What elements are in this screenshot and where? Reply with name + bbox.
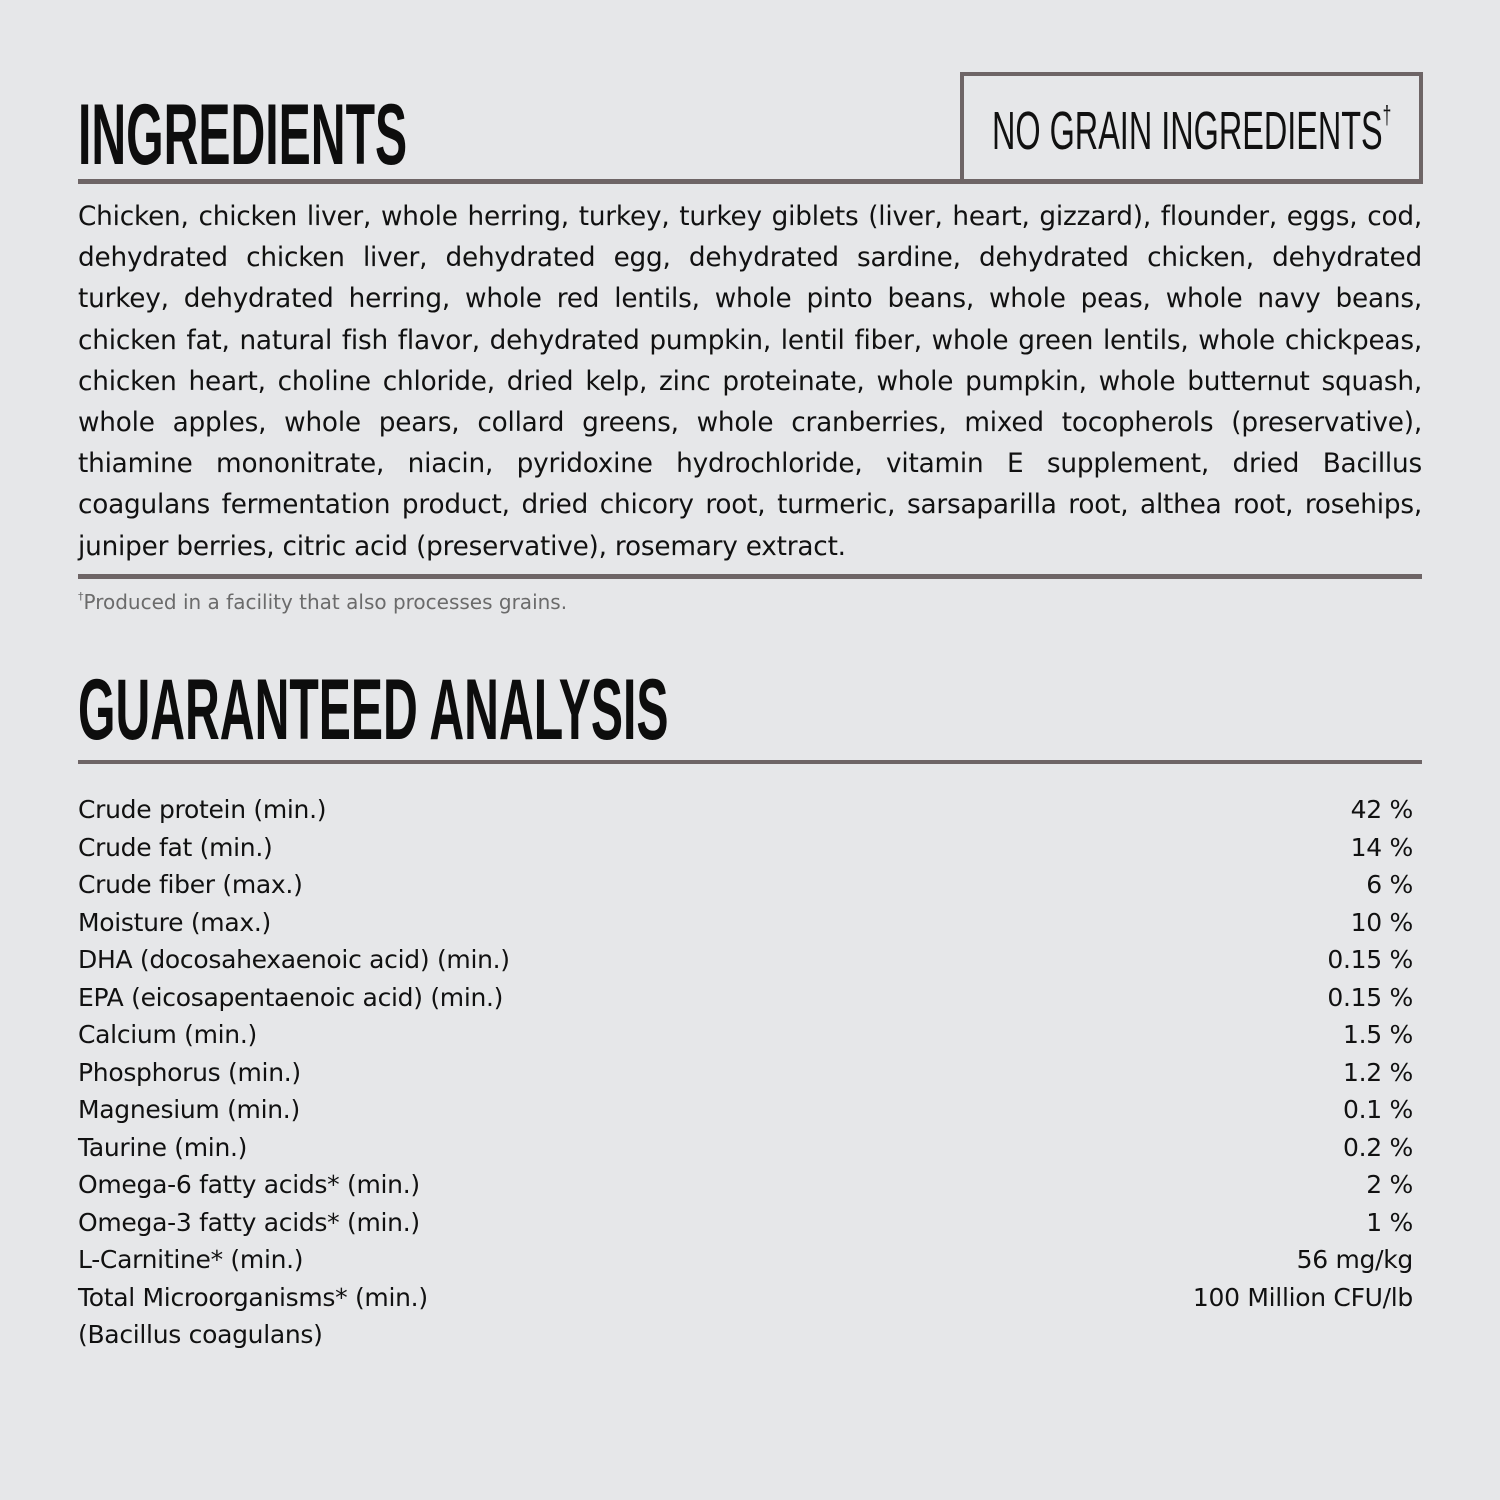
- ingredients-top-rule: [78, 179, 1423, 184]
- guaranteed-analysis-title: GUARANTEED ANALYSIS: [78, 662, 669, 758]
- analysis-row: Magnesium (min.) 0.1 %: [78, 1091, 1413, 1129]
- analysis-row: Moisture (max.) 10 %: [78, 904, 1413, 942]
- analysis-sub-label: (Bacillus coagulans): [78, 1320, 323, 1349]
- analysis-row: EPA (eicosapentaenoic acid) (min.) 0.15 %: [78, 979, 1413, 1017]
- analysis-value: 14 %: [1350, 832, 1414, 862]
- ingredients-title: INGREDIENTS: [78, 87, 408, 183]
- analysis-value: 0.2 %: [1343, 1132, 1413, 1162]
- analysis-value: 1.2 %: [1343, 1057, 1413, 1087]
- analysis-label: Phosphorus (min.): [78, 1057, 301, 1087]
- analysis-sub-label-row: (Bacillus coagulans): [78, 1316, 1413, 1354]
- analysis-label: Crude fat (min.): [78, 832, 273, 862]
- analysis-value: 100 Million CFU/lb: [1192, 1282, 1413, 1312]
- analysis-row: L-Carnitine* (min.) 56 mg/kg: [78, 1241, 1413, 1279]
- analysis-value: 1.5 %: [1343, 1020, 1413, 1049]
- analysis-row: Taurine (min.) 0.2 %: [78, 1129, 1413, 1167]
- analysis-label: Calcium (min.): [78, 1020, 257, 1049]
- badge-label: NO GRAIN INGREDIENTS: [992, 101, 1383, 161]
- analysis-value: 10 %: [1350, 907, 1414, 937]
- analysis-rule: [78, 760, 1422, 764]
- footnote-text: Produced in a facility that also process…: [83, 590, 568, 614]
- analysis-row: Crude protein (min.) 42 %: [78, 791, 1413, 829]
- analysis-value: 1 %: [1366, 1207, 1413, 1237]
- no-grain-badge-text: NO GRAIN INGREDIENTS†: [992, 101, 1391, 161]
- analysis-row: Crude fiber (max.) 6 %: [78, 866, 1413, 904]
- analysis-label: Magnesium (min.): [78, 1095, 300, 1124]
- analysis-value: 56 mg/kg: [1296, 1245, 1414, 1274]
- analysis-label: Moisture (max.): [78, 907, 271, 937]
- analysis-value: 42 %: [1350, 795, 1414, 824]
- analysis-row: DHA (docosahexaenoic acid) (min.) 0.15 %: [78, 941, 1413, 979]
- no-grain-badge: NO GRAIN INGREDIENTS†: [960, 72, 1423, 184]
- analysis-label: Total Microorganisms* (min.): [78, 1282, 428, 1312]
- ingredients-bottom-rule: [78, 574, 1422, 579]
- analysis-row: Phosphorus (min.) 1.2 %: [78, 1054, 1413, 1092]
- footnote: †Produced in a facility that also proces…: [78, 590, 567, 614]
- analysis-label: Omega-6 fatty acids* (min.): [78, 1170, 420, 1199]
- badge-dagger: †: [1382, 100, 1392, 130]
- analysis-value: 2 %: [1366, 1170, 1413, 1199]
- analysis-row: Crude fat (min.) 14 %: [78, 829, 1413, 867]
- analysis-row: Omega-3 fatty acids* (min.) 1 %: [78, 1204, 1413, 1242]
- analysis-value: 0.15 %: [1327, 945, 1413, 974]
- analysis-label: Crude fiber (max.): [78, 870, 303, 899]
- analysis-label: DHA (docosahexaenoic acid) (min.): [78, 945, 510, 974]
- analysis-value: 0.15 %: [1327, 982, 1413, 1012]
- analysis-row: Omega-6 fatty acids* (min.) 2 %: [78, 1166, 1413, 1204]
- analysis-label: Crude protein (min.): [78, 795, 327, 824]
- analysis-label: Omega-3 fatty acids* (min.): [78, 1207, 420, 1237]
- footnote-dagger: †: [78, 590, 84, 603]
- analysis-table: Crude protein (min.) 42 % Crude fat (min.)…: [78, 791, 1413, 1354]
- analysis-row: Total Microorganisms* (min.) 100 Million …: [78, 1279, 1413, 1317]
- analysis-row: Calcium (min.) 1.5 %: [78, 1016, 1413, 1054]
- ingredients-text: Chicken, chicken liver, whole herring, t…: [78, 202, 1422, 562]
- analysis-label: L-Carnitine* (min.): [78, 1245, 304, 1274]
- analysis-label: EPA (eicosapentaenoic acid) (min.): [78, 982, 504, 1012]
- analysis-value: 6 %: [1366, 870, 1413, 899]
- analysis-value: 0.1 %: [1343, 1095, 1413, 1124]
- analysis-label: Taurine (min.): [78, 1132, 248, 1162]
